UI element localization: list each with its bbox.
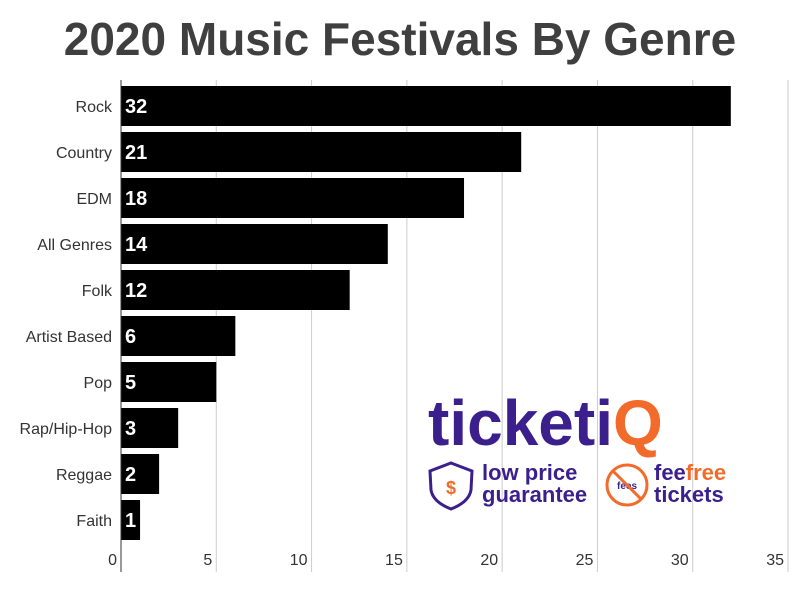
x-axis-ticks: 0 5 10 15 20 25 30 35 <box>108 552 784 569</box>
badge2-line1: feefree <box>654 460 726 485</box>
badge1-line2: guarantee <box>482 482 587 507</box>
bar-all-genres <box>121 224 388 264</box>
bar-reggae <box>121 454 160 494</box>
x-tick-label-5: 5 <box>203 552 212 569</box>
bar-rock <box>121 86 731 126</box>
data-label-edm: 18 <box>125 188 147 210</box>
data-label-all-genres: 14 <box>125 234 148 256</box>
category-label-pop: Pop <box>84 375 113 392</box>
bar-country <box>121 132 522 172</box>
data-label-reggae: 2 <box>125 464 136 486</box>
brand-q-text: Q <box>613 387 663 459</box>
bar-faith <box>121 500 141 540</box>
category-label-country: Country <box>56 145 112 162</box>
badge2-line2: tickets <box>654 482 724 507</box>
ticketiq-logo: ticketiQ $ low price guarantee fees feef… <box>428 387 726 511</box>
chart-title: 2020 Music Festivals By Genre <box>64 13 736 65</box>
shield-dollar-icon: $ <box>428 461 474 511</box>
category-label-reggae: Reggae <box>56 467 112 484</box>
brand-wordmark: ticketiQ <box>428 387 663 459</box>
data-label-faith: 1 <box>125 510 136 532</box>
brand-main-text: ticketi <box>428 387 613 459</box>
category-label-edm: EDM <box>76 191 112 208</box>
data-label-rap-hip-hop: 3 <box>125 418 136 440</box>
bar-pop <box>121 362 217 402</box>
x-tick-label-35: 35 <box>766 552 784 569</box>
bar-rap-hip-hop <box>121 408 179 448</box>
category-label-all-genres: All Genres <box>37 237 112 254</box>
bar-folk <box>121 270 350 310</box>
badge1-line1: low price <box>482 460 577 485</box>
x-tick-label-10: 10 <box>290 552 308 569</box>
category-label-artist-based: Artist Based <box>26 329 112 346</box>
x-tick-label-20: 20 <box>480 552 498 569</box>
data-label-rock: 32 <box>125 96 147 118</box>
category-label-folk: Folk <box>82 283 113 300</box>
data-label-folk: 12 <box>125 280 147 302</box>
x-tick-label-30: 30 <box>671 552 689 569</box>
category-label-faith: Faith <box>76 513 112 530</box>
x-tick-label-15: 15 <box>385 552 403 569</box>
svg-text:$: $ <box>446 478 456 498</box>
category-label-rap-hip-hop: Rap/Hip-Hop <box>20 421 113 438</box>
bar-edm <box>121 178 465 218</box>
data-label-pop: 5 <box>125 372 136 394</box>
no-fees-icon: fees <box>605 463 649 507</box>
bar-artist-based <box>121 316 236 356</box>
category-label-rock: Rock <box>76 99 113 116</box>
data-label-artist-based: 6 <box>125 326 136 348</box>
x-tick-label-0: 0 <box>108 552 117 569</box>
x-tick-label-25: 25 <box>576 552 594 569</box>
data-label-country: 21 <box>125 142 147 164</box>
category-labels: Rock Country EDM All Genres Folk Artist Based… <box>20 99 113 530</box>
